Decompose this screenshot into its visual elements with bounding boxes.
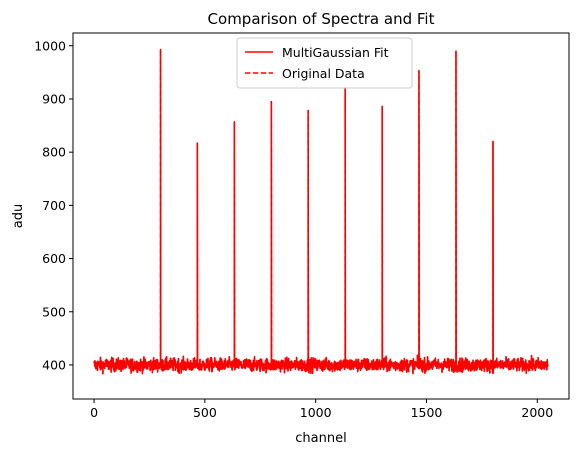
x-tick-label: 1000 <box>300 405 332 420</box>
plot-frame <box>72 32 570 400</box>
legend-box <box>236 37 413 89</box>
y-tick-label: 800 <box>42 145 66 160</box>
y-axis: 400 500 600 700 800 900 1000 <box>34 38 73 372</box>
y-tick-label: 700 <box>42 198 66 213</box>
plot-area <box>93 48 549 375</box>
y-tick-label: 500 <box>42 304 66 319</box>
x-tick-label: 500 <box>193 405 217 420</box>
y-axis-label: adu <box>11 204 26 228</box>
legend-label-fit: MultiGaussian Fit <box>282 45 389 60</box>
series-multigaussian-fit <box>93 48 549 375</box>
x-tick-label: 0 <box>90 405 98 420</box>
y-tick-label: 400 <box>42 357 66 372</box>
series-original-data <box>93 48 549 375</box>
chart-title: Comparison of Spectra and Fit <box>208 10 435 28</box>
y-tick-label: 600 <box>42 251 66 266</box>
x-axis: 0 500 1000 1500 2000 <box>90 399 553 420</box>
legend: MultiGaussian Fit Original Data <box>236 37 413 89</box>
x-axis-label: channel <box>295 431 346 446</box>
y-tick-label: 900 <box>42 91 66 106</box>
x-tick-label: 2000 <box>521 405 553 420</box>
y-tick-label: 1000 <box>34 38 66 53</box>
x-tick-label: 1500 <box>411 405 443 420</box>
legend-label-data: Original Data <box>282 66 365 81</box>
